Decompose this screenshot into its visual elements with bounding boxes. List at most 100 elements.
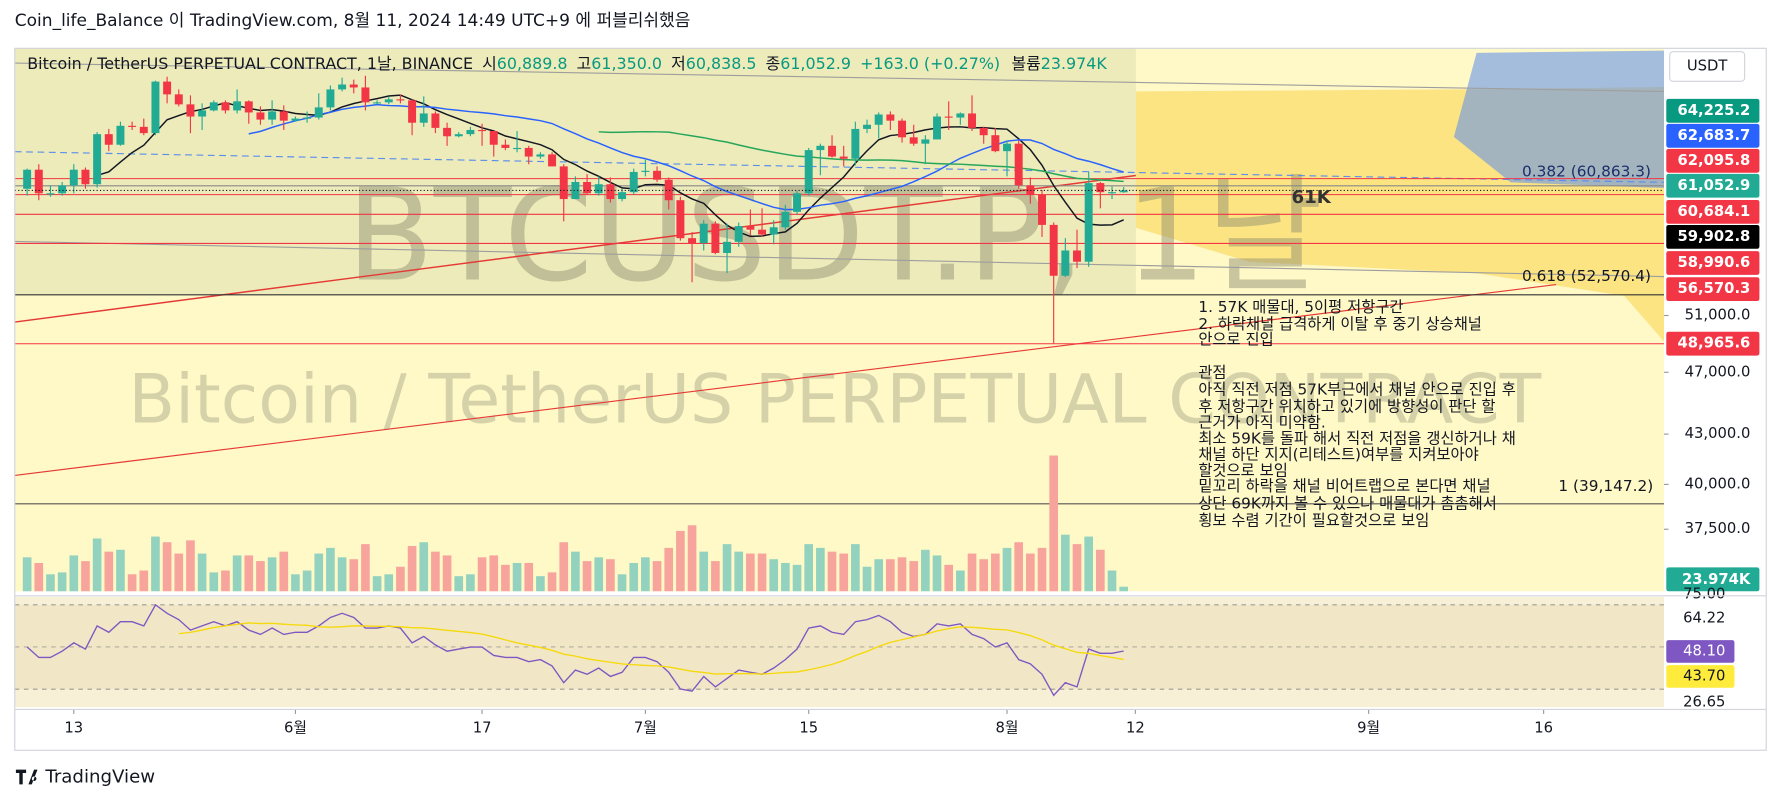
candle-body <box>489 131 498 145</box>
trend-line <box>14 151 1665 183</box>
candle-body <box>1073 250 1081 262</box>
volume-bar <box>664 547 674 592</box>
x-tick-label: 9월 <box>1357 720 1380 737</box>
candle-body <box>664 179 673 201</box>
candle-body <box>151 81 160 134</box>
volume-bar <box>419 542 429 592</box>
note-line: 밑꼬리 하락을 채널 비어트랩으로 본다면 채널 <box>1198 477 1490 495</box>
candle-body <box>1049 224 1058 276</box>
note-line: 횡보 수렴 기간이 필요할것으로 보임 <box>1198 511 1429 529</box>
channel-line <box>14 62 1665 93</box>
legend-symbol: Bitcoin / TetherUS PERPETUAL CONTRACT, 1… <box>27 54 473 73</box>
volume-bar <box>151 536 160 592</box>
volume-bar <box>291 574 300 592</box>
y-tick-label: 37,500.0 <box>1685 520 1751 537</box>
candle-body <box>338 84 347 90</box>
volume-profile <box>1453 50 1665 189</box>
fib-label: 0.382 (60,863.3) <box>1522 163 1651 181</box>
price-label-box <box>1666 251 1760 275</box>
candle-body <box>1084 183 1093 262</box>
volume-bar <box>1026 553 1035 592</box>
volume-bar <box>711 561 720 592</box>
volume-bar <box>967 553 977 592</box>
candle-body <box>1003 143 1011 152</box>
candle-body <box>688 238 697 244</box>
volume-bar <box>804 544 814 592</box>
candle-body <box>198 110 207 117</box>
volume-bar <box>1002 547 1012 592</box>
x-tick-label: 15 <box>799 720 818 737</box>
candle-body <box>536 154 545 157</box>
rsi-label: 26.65 <box>1683 694 1725 711</box>
volume-bar <box>326 547 335 592</box>
rsi-line <box>26 603 1124 697</box>
candle-body <box>186 104 195 117</box>
y-tick-label: 47,000.0 <box>1685 363 1751 380</box>
x-tick-label: 17 <box>473 720 492 737</box>
trend-line <box>14 284 1557 476</box>
volume-bar <box>1119 586 1128 592</box>
volume-bar <box>186 540 195 592</box>
candle-body <box>594 184 603 194</box>
fib-label: 0.618 (52,570.4) <box>1522 267 1651 285</box>
volume-bar <box>104 551 114 592</box>
candle-body <box>851 128 860 159</box>
fib-label: 1 (39,147.2) <box>1558 477 1653 495</box>
candle-body <box>454 134 463 137</box>
volume-bar <box>314 553 324 592</box>
volume-bar <box>839 553 849 592</box>
price-label: 58,990.6 <box>1678 254 1751 271</box>
volume-bar <box>116 549 125 592</box>
candle-body <box>1096 183 1105 193</box>
frame <box>14 47 1767 751</box>
rsi-ma <box>178 622 1124 675</box>
candle-body <box>1119 190 1128 193</box>
note-line: 최소 59K를 돌파 해서 직전 저점을 갱신하거나 채 <box>1198 430 1516 448</box>
volume-bar <box>757 553 767 592</box>
volume-bar <box>781 562 790 592</box>
volume-bar <box>851 544 860 592</box>
price-label-box <box>1666 173 1760 198</box>
candle-body <box>956 113 965 118</box>
volume-bar <box>629 562 639 592</box>
watermark: BTCUSDT.P, 1날 Bitcoin / TetherUS PERPETU… <box>128 162 1541 439</box>
price-label-box <box>1666 148 1760 173</box>
candle-body <box>326 89 335 108</box>
price-label-box <box>1666 98 1760 123</box>
volume-bar <box>606 559 615 592</box>
volume-bar <box>337 557 347 592</box>
channel-line <box>14 240 1665 278</box>
volume-bar <box>1061 534 1070 592</box>
candle-body <box>314 107 323 118</box>
price-label: 64,225.2 <box>1678 102 1751 119</box>
volume-bar <box>1014 542 1023 592</box>
logo <box>15 769 38 785</box>
note-line: 채널 하단 지지(리테스트)여부를 지켜보아야 <box>1198 445 1478 463</box>
candle-body <box>139 126 148 134</box>
volume-bar <box>676 530 685 592</box>
volume-bar <box>827 551 837 592</box>
volume-bar <box>197 553 207 592</box>
volume-bar <box>244 555 254 592</box>
volume-bar <box>1107 570 1117 592</box>
volume-bar <box>372 576 382 592</box>
price-label: 61,052.9 <box>1678 177 1751 194</box>
candle-body <box>804 150 813 194</box>
volume-bar <box>221 570 230 592</box>
price-label: 59,902.8 <box>1678 228 1751 245</box>
volume-bar <box>489 555 499 592</box>
candle-body <box>769 227 778 235</box>
moving-average <box>248 103 1124 211</box>
candle-body <box>466 129 475 135</box>
candle-body <box>618 192 627 200</box>
candle-body <box>128 125 137 127</box>
currency: USDT <box>1687 57 1729 74</box>
note-line: 아직 직전 저점 57K부근에서 채널 안으로 진입 후 <box>1198 381 1516 399</box>
volume-bar <box>302 570 312 592</box>
rsi-label: 64.22 <box>1683 610 1725 627</box>
volume-bar <box>1037 547 1047 592</box>
candle-body <box>501 144 510 148</box>
volume-bar <box>1049 455 1058 592</box>
volume-bar <box>69 555 79 592</box>
